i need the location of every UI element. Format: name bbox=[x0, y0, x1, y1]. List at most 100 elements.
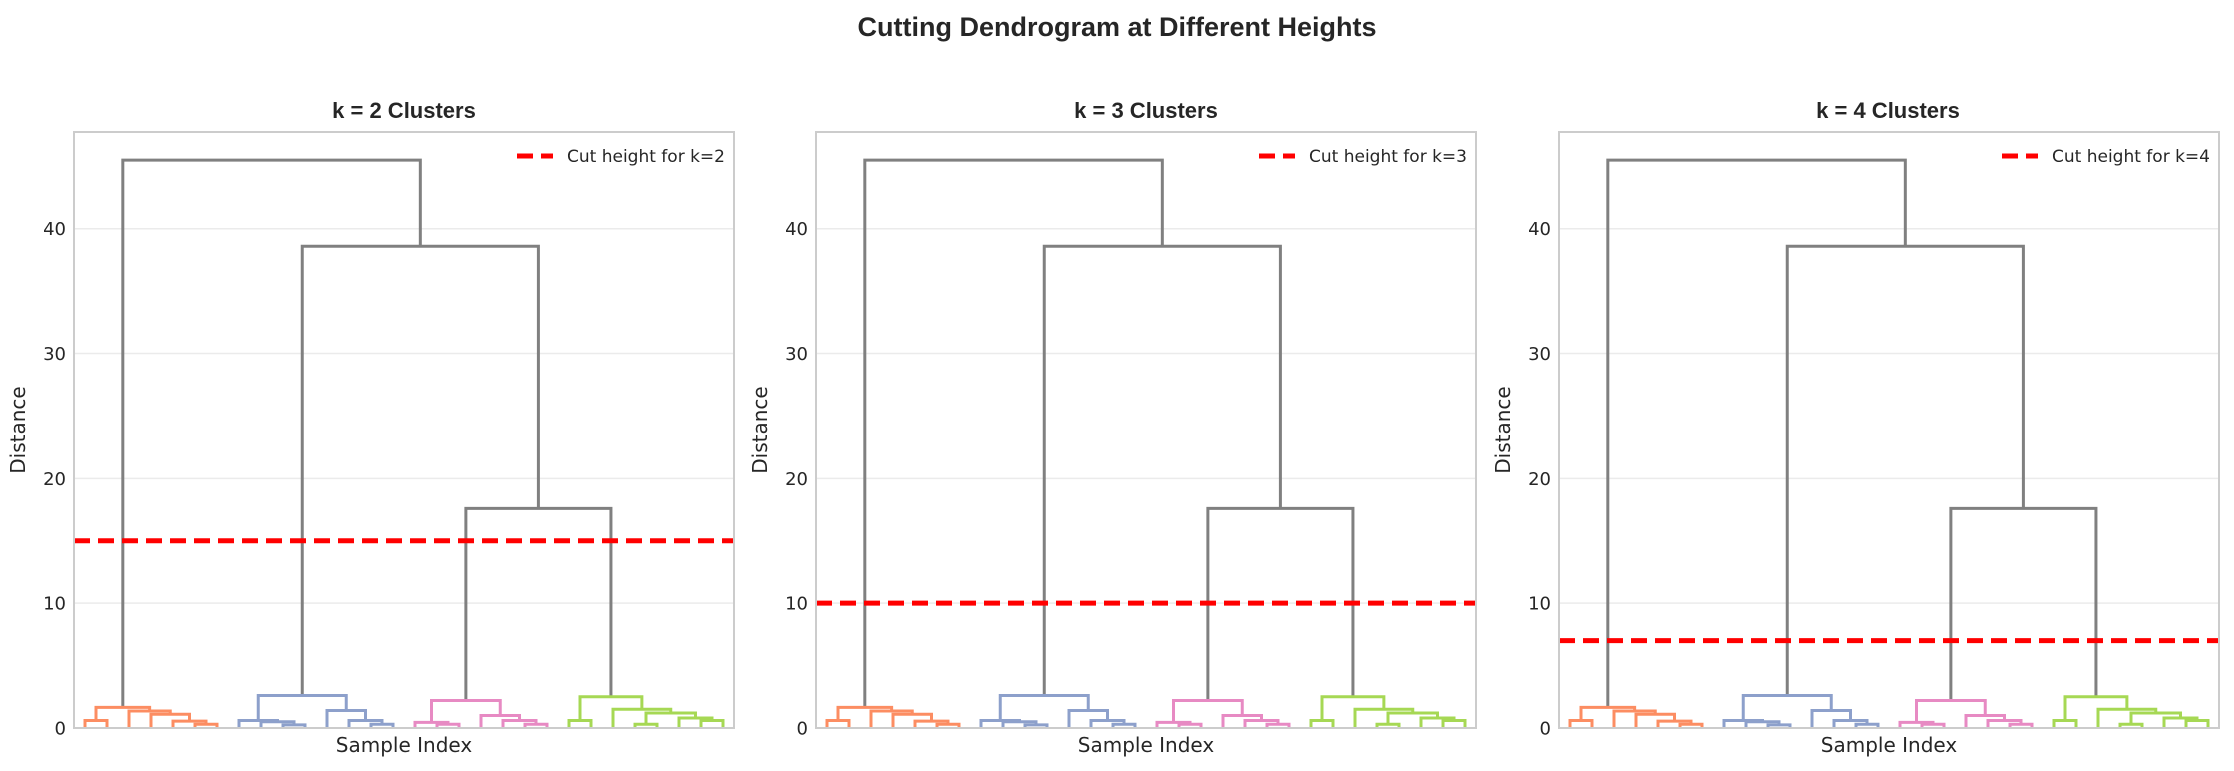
dendrogram-link bbox=[644, 711, 697, 725]
dendrogram-link bbox=[1243, 719, 1280, 728]
dendrogram-link bbox=[347, 719, 384, 728]
dendrogram-link bbox=[1606, 158, 1907, 708]
subplot-title: k = 2 Clusters bbox=[332, 98, 476, 123]
dendrogram-link bbox=[1089, 719, 1126, 728]
dendrogram-link bbox=[1854, 722, 1880, 728]
dendrogram-link bbox=[935, 722, 961, 728]
axes-frame bbox=[1558, 131, 2220, 729]
y-tick-label: 30 bbox=[43, 344, 66, 365]
dendrogram-link bbox=[523, 722, 549, 728]
dendrogram-link bbox=[369, 722, 395, 728]
dendrogram-link bbox=[863, 158, 1164, 708]
dendrogram-link bbox=[836, 705, 894, 721]
dendrogram-link bbox=[94, 705, 152, 721]
y-tick-label: 0 bbox=[55, 719, 66, 740]
dendrogram-link bbox=[1568, 719, 1594, 728]
dendrogram-link bbox=[1920, 722, 1946, 728]
dendrogram-link bbox=[2008, 722, 2034, 728]
y-tick-label: 20 bbox=[785, 469, 808, 490]
dendrogram-link bbox=[83, 719, 109, 728]
dendrogram-link bbox=[1375, 722, 1401, 728]
dendrogram-links bbox=[1568, 158, 2210, 728]
dendrogram-link bbox=[2063, 695, 2129, 721]
x-axis-label: Sample Index bbox=[1078, 733, 1215, 757]
dendrogram-link bbox=[2129, 711, 2182, 725]
dendrogram-link bbox=[998, 694, 1090, 721]
dendrogram-links bbox=[825, 158, 1467, 728]
y-tick-label: 40 bbox=[785, 219, 808, 240]
dendrogram-link bbox=[1986, 719, 2023, 728]
dendrogram-link bbox=[1172, 699, 1244, 723]
dendrogram-link bbox=[479, 714, 521, 728]
dendrogram-link bbox=[1634, 712, 1676, 728]
dendrogram-link bbox=[1612, 709, 1657, 728]
dendrogram-link bbox=[2052, 719, 2078, 728]
dendrogram-link bbox=[611, 707, 673, 728]
y-axis-label: Distance bbox=[1491, 386, 1515, 473]
dendrogram-link bbox=[2184, 719, 2210, 728]
dendrogram-link bbox=[1111, 722, 1137, 728]
y-tick-labels: 0 10 20 30 40 bbox=[1528, 219, 1551, 739]
dendrogram-link bbox=[1023, 723, 1049, 728]
x-axis-label: Sample Index bbox=[1821, 733, 1958, 757]
dendrogram-link bbox=[2118, 722, 2144, 728]
dendrogram-link bbox=[578, 695, 644, 721]
legend: Cut height for k=3 bbox=[1259, 147, 1467, 167]
figure-title: Cutting Dendrogram at Different Heights bbox=[857, 12, 1376, 42]
dendrogram-link bbox=[1810, 709, 1852, 728]
dendrogram-link bbox=[913, 719, 950, 728]
legend-label: Cut height for k=3 bbox=[1309, 147, 1467, 167]
dendrogram-link bbox=[171, 719, 208, 728]
dendrogram-link bbox=[1832, 719, 1869, 728]
dendrogram-link bbox=[325, 709, 367, 728]
y-tick-label: 10 bbox=[1528, 594, 1551, 615]
dendrogram-link bbox=[127, 709, 172, 728]
dendrogram-link bbox=[1441, 719, 1467, 728]
dendrogram-link bbox=[1265, 722, 1291, 728]
dendrogram-link bbox=[567, 719, 593, 728]
dendrogram-link bbox=[1678, 722, 1704, 728]
dendrogram-link bbox=[1766, 723, 1792, 728]
subplot-k4: k = 4 Clusters 0 10 20 30 40 Cut height … bbox=[1491, 98, 2220, 757]
dendrogram-link bbox=[2096, 707, 2158, 728]
y-tick-label: 40 bbox=[1528, 219, 1551, 240]
dendrogram-link bbox=[1656, 719, 1693, 728]
dendrogram-link bbox=[869, 709, 914, 728]
dendrogram-link bbox=[1785, 244, 2025, 696]
subplot-k3: k = 3 Clusters 0 10 20 30 40 Cut height … bbox=[748, 98, 1477, 757]
subplot-k2: k = 2 Clusters 0 10 20 30 40 Cut height … bbox=[6, 98, 735, 757]
dendrogram-link bbox=[633, 722, 659, 728]
y-tick-labels: 0 10 20 30 40 bbox=[785, 219, 808, 739]
y-gridlines bbox=[74, 227, 734, 604]
legend-label: Cut height for k=2 bbox=[567, 147, 725, 167]
dendrogram-link bbox=[1386, 711, 1439, 725]
y-axis-label: Distance bbox=[748, 386, 772, 473]
axes-frame bbox=[73, 131, 735, 729]
y-tick-label: 10 bbox=[785, 594, 808, 615]
dendrogram-link bbox=[1309, 719, 1335, 728]
subplot-title: k = 3 Clusters bbox=[1074, 98, 1218, 123]
dendrogram-link bbox=[891, 712, 933, 728]
dendrogram-link bbox=[1744, 720, 1781, 728]
dendrogram-link bbox=[1042, 244, 1282, 696]
y-gridlines bbox=[1559, 227, 2219, 604]
dendrogram-link bbox=[1067, 709, 1109, 728]
y-tick-label: 20 bbox=[1528, 469, 1551, 490]
dendrogram-links bbox=[83, 158, 725, 728]
dendrogram-link bbox=[464, 506, 613, 701]
legend: Cut height for k=4 bbox=[2002, 147, 2210, 167]
dendrogram-link bbox=[501, 719, 538, 728]
dendrogram-link bbox=[121, 158, 422, 708]
y-tick-label: 10 bbox=[43, 594, 66, 615]
dendrogram-link bbox=[300, 244, 540, 696]
dendrogram-link bbox=[281, 723, 307, 728]
y-tick-label: 0 bbox=[797, 719, 808, 740]
dendrogram-link bbox=[1001, 720, 1038, 728]
dendrogram-link bbox=[149, 712, 191, 728]
dendrogram-link bbox=[430, 699, 502, 723]
x-axis-label: Sample Index bbox=[336, 733, 473, 757]
y-axis-label: Distance bbox=[6, 386, 30, 473]
subplot-title: k = 4 Clusters bbox=[1816, 98, 1960, 123]
dendrogram-link bbox=[1579, 705, 1637, 721]
